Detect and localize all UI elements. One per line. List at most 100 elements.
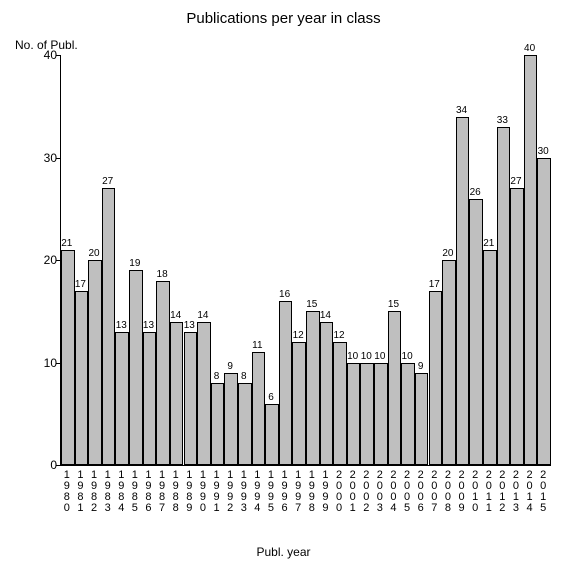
bar bbox=[238, 383, 252, 465]
bar bbox=[306, 311, 320, 465]
x-tick-label: 1984 bbox=[117, 470, 125, 514]
bar-value-label: 16 bbox=[279, 289, 290, 300]
x-tick-label: 2000 bbox=[335, 470, 343, 514]
bar bbox=[279, 301, 293, 465]
bar-value-label: 14 bbox=[170, 310, 181, 321]
bar bbox=[510, 188, 524, 465]
bar-value-label: 14 bbox=[320, 310, 331, 321]
x-tick-label: 2011 bbox=[485, 470, 493, 514]
bar bbox=[292, 342, 306, 465]
x-tick-label: 2001 bbox=[349, 470, 357, 514]
bar bbox=[143, 332, 157, 465]
x-tick-label: 1990 bbox=[199, 470, 207, 514]
bar-value-label: 12 bbox=[333, 330, 344, 341]
bar bbox=[115, 332, 129, 465]
y-tick-label: 30 bbox=[27, 151, 57, 165]
bar-value-label: 27 bbox=[510, 176, 521, 187]
x-tick-label: 1981 bbox=[76, 470, 84, 514]
x-tick-label: 1988 bbox=[172, 470, 180, 514]
bar bbox=[415, 373, 429, 465]
y-tick-mark bbox=[56, 465, 60, 466]
bar-value-label: 34 bbox=[456, 105, 467, 116]
x-tick-label: 2003 bbox=[376, 470, 384, 514]
y-tick-mark bbox=[56, 158, 60, 159]
x-tick-label: 2010 bbox=[471, 470, 479, 514]
bar-value-label: 18 bbox=[157, 269, 168, 280]
bar bbox=[170, 322, 184, 466]
bar-value-label: 17 bbox=[429, 279, 440, 290]
x-tick-label: 2015 bbox=[539, 470, 547, 514]
bar-value-label: 12 bbox=[293, 330, 304, 341]
x-tick-label: 1996 bbox=[281, 470, 289, 514]
bar-value-label: 13 bbox=[116, 320, 127, 331]
bar bbox=[88, 260, 102, 465]
bar-value-label: 13 bbox=[143, 320, 154, 331]
bar-value-label: 9 bbox=[227, 361, 233, 372]
bar bbox=[347, 363, 361, 466]
bar bbox=[252, 352, 266, 465]
x-tick-label: 1993 bbox=[240, 470, 248, 514]
y-tick-label: 0 bbox=[27, 458, 57, 472]
x-tick-label: 1994 bbox=[253, 470, 261, 514]
bar-value-label: 33 bbox=[497, 115, 508, 126]
x-axis-title: Publ. year bbox=[0, 545, 567, 559]
x-tick-label: 1985 bbox=[131, 470, 139, 514]
bar-value-label: 8 bbox=[241, 371, 247, 382]
y-tick-mark bbox=[56, 363, 60, 364]
bar bbox=[224, 373, 238, 465]
bar-value-label: 20 bbox=[442, 248, 453, 259]
bar bbox=[374, 363, 388, 466]
y-tick-label: 10 bbox=[27, 356, 57, 370]
bar-value-label: 17 bbox=[75, 279, 86, 290]
x-tick-label: 2007 bbox=[430, 470, 438, 514]
bar bbox=[211, 383, 225, 465]
bar bbox=[129, 270, 143, 465]
chart-title: Publications per year in class bbox=[0, 10, 567, 27]
bar-value-label: 10 bbox=[374, 351, 385, 362]
bar-value-label: 10 bbox=[402, 351, 413, 362]
x-tick-label: 2009 bbox=[458, 470, 466, 514]
x-tick-label: 2005 bbox=[403, 470, 411, 514]
bar bbox=[75, 291, 89, 465]
x-tick-label: 2014 bbox=[526, 470, 534, 514]
bar-value-label: 19 bbox=[129, 258, 140, 269]
x-tick-label: 2002 bbox=[362, 470, 370, 514]
x-tick-label: 1997 bbox=[294, 470, 302, 514]
bar bbox=[469, 199, 483, 466]
bar bbox=[61, 250, 75, 465]
bar-value-label: 26 bbox=[470, 187, 481, 198]
x-tick-label: 1995 bbox=[267, 470, 275, 514]
x-tick-label: 1998 bbox=[308, 470, 316, 514]
x-tick-label: 1982 bbox=[90, 470, 98, 514]
bar bbox=[524, 55, 538, 465]
bar-value-label: 6 bbox=[268, 392, 274, 403]
bar bbox=[102, 188, 116, 465]
bar-value-label: 40 bbox=[524, 43, 535, 54]
x-tick-label: 2004 bbox=[389, 470, 397, 514]
bar-value-label: 30 bbox=[538, 146, 549, 157]
bar bbox=[265, 404, 279, 466]
x-tick-label: 2008 bbox=[444, 470, 452, 514]
bar bbox=[320, 322, 334, 466]
bar-value-label: 11 bbox=[252, 340, 262, 351]
y-tick-mark bbox=[56, 55, 60, 56]
bar-value-label: 10 bbox=[361, 351, 372, 362]
bar bbox=[429, 291, 443, 465]
bar bbox=[497, 127, 511, 465]
bar bbox=[333, 342, 347, 465]
bar-value-label: 8 bbox=[214, 371, 220, 382]
chart-container: Publications per year in class No. of Pu… bbox=[0, 0, 567, 567]
x-tick-label: 1991 bbox=[213, 470, 221, 514]
bar-value-label: 21 bbox=[61, 238, 72, 249]
x-tick-label: 2012 bbox=[498, 470, 506, 514]
bar bbox=[401, 363, 415, 466]
bar-value-label: 20 bbox=[88, 248, 99, 259]
bar bbox=[184, 332, 198, 465]
x-tick-label: 1980 bbox=[63, 470, 71, 514]
bar bbox=[388, 311, 402, 465]
x-tick-label: 2006 bbox=[417, 470, 425, 514]
x-tick-label: 1989 bbox=[185, 470, 193, 514]
bar-value-label: 27 bbox=[102, 176, 113, 187]
bar-value-label: 9 bbox=[418, 361, 424, 372]
bar bbox=[537, 158, 551, 466]
